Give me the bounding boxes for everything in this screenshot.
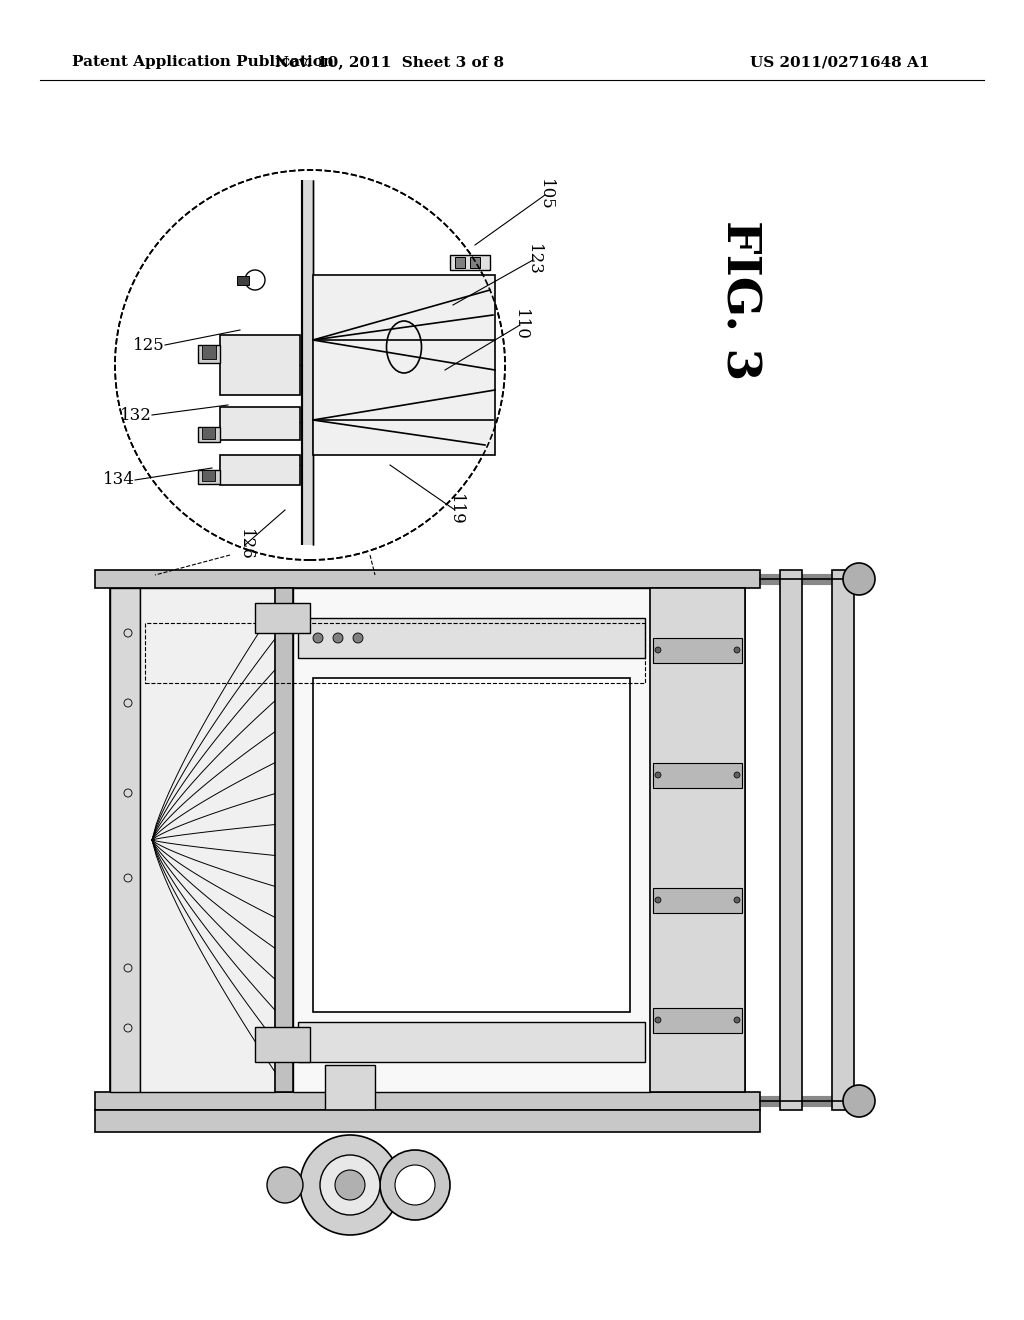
- Text: 110: 110: [512, 309, 528, 341]
- Circle shape: [300, 1135, 400, 1236]
- FancyBboxPatch shape: [95, 570, 760, 587]
- FancyBboxPatch shape: [220, 407, 300, 440]
- Circle shape: [843, 564, 874, 595]
- FancyBboxPatch shape: [255, 1027, 310, 1063]
- FancyBboxPatch shape: [653, 1008, 742, 1034]
- Text: 119: 119: [446, 494, 464, 525]
- FancyBboxPatch shape: [198, 345, 220, 363]
- FancyBboxPatch shape: [110, 587, 745, 1092]
- FancyBboxPatch shape: [780, 570, 802, 1110]
- Circle shape: [843, 1085, 874, 1117]
- Circle shape: [333, 634, 343, 643]
- Text: 125: 125: [133, 337, 165, 354]
- FancyBboxPatch shape: [470, 257, 480, 268]
- Text: Patent Application Publication: Patent Application Publication: [72, 55, 334, 69]
- Circle shape: [267, 1167, 303, 1203]
- Text: 134: 134: [103, 471, 135, 488]
- Circle shape: [353, 634, 362, 643]
- FancyBboxPatch shape: [275, 587, 293, 1092]
- Circle shape: [655, 1016, 662, 1023]
- Circle shape: [655, 647, 662, 653]
- FancyBboxPatch shape: [455, 257, 465, 268]
- FancyBboxPatch shape: [325, 1065, 375, 1119]
- Circle shape: [380, 1150, 450, 1220]
- Circle shape: [115, 170, 505, 560]
- FancyBboxPatch shape: [313, 678, 630, 1012]
- Circle shape: [734, 898, 740, 903]
- Circle shape: [734, 1016, 740, 1023]
- FancyBboxPatch shape: [255, 603, 310, 634]
- FancyBboxPatch shape: [653, 763, 742, 788]
- FancyBboxPatch shape: [450, 255, 490, 271]
- Text: 105: 105: [537, 180, 554, 211]
- Text: 126: 126: [237, 529, 254, 561]
- FancyBboxPatch shape: [653, 638, 742, 663]
- Text: 132: 132: [120, 407, 152, 424]
- Circle shape: [655, 898, 662, 903]
- FancyBboxPatch shape: [198, 470, 220, 484]
- FancyBboxPatch shape: [202, 470, 215, 480]
- Circle shape: [734, 772, 740, 777]
- Text: Nov. 10, 2011  Sheet 3 of 8: Nov. 10, 2011 Sheet 3 of 8: [275, 55, 505, 69]
- FancyBboxPatch shape: [293, 587, 650, 1092]
- FancyBboxPatch shape: [95, 1110, 760, 1133]
- FancyBboxPatch shape: [237, 276, 249, 285]
- FancyBboxPatch shape: [140, 587, 275, 1092]
- FancyBboxPatch shape: [220, 335, 300, 395]
- FancyBboxPatch shape: [313, 275, 495, 455]
- FancyBboxPatch shape: [650, 587, 745, 1092]
- FancyBboxPatch shape: [220, 455, 300, 484]
- FancyBboxPatch shape: [831, 570, 854, 1110]
- FancyBboxPatch shape: [202, 426, 215, 440]
- Circle shape: [335, 1170, 365, 1200]
- FancyBboxPatch shape: [110, 587, 140, 1092]
- FancyBboxPatch shape: [95, 1092, 760, 1110]
- Circle shape: [395, 1166, 435, 1205]
- Text: US 2011/0271648 A1: US 2011/0271648 A1: [750, 55, 930, 69]
- Text: FIG. 3: FIG. 3: [717, 220, 763, 380]
- FancyBboxPatch shape: [202, 345, 216, 359]
- FancyBboxPatch shape: [302, 180, 313, 545]
- FancyBboxPatch shape: [198, 426, 220, 442]
- FancyBboxPatch shape: [653, 888, 742, 913]
- FancyBboxPatch shape: [298, 618, 645, 657]
- Circle shape: [734, 647, 740, 653]
- Circle shape: [313, 634, 323, 643]
- Circle shape: [655, 772, 662, 777]
- Text: 123: 123: [524, 244, 542, 276]
- FancyBboxPatch shape: [298, 1022, 645, 1063]
- Circle shape: [319, 1155, 380, 1214]
